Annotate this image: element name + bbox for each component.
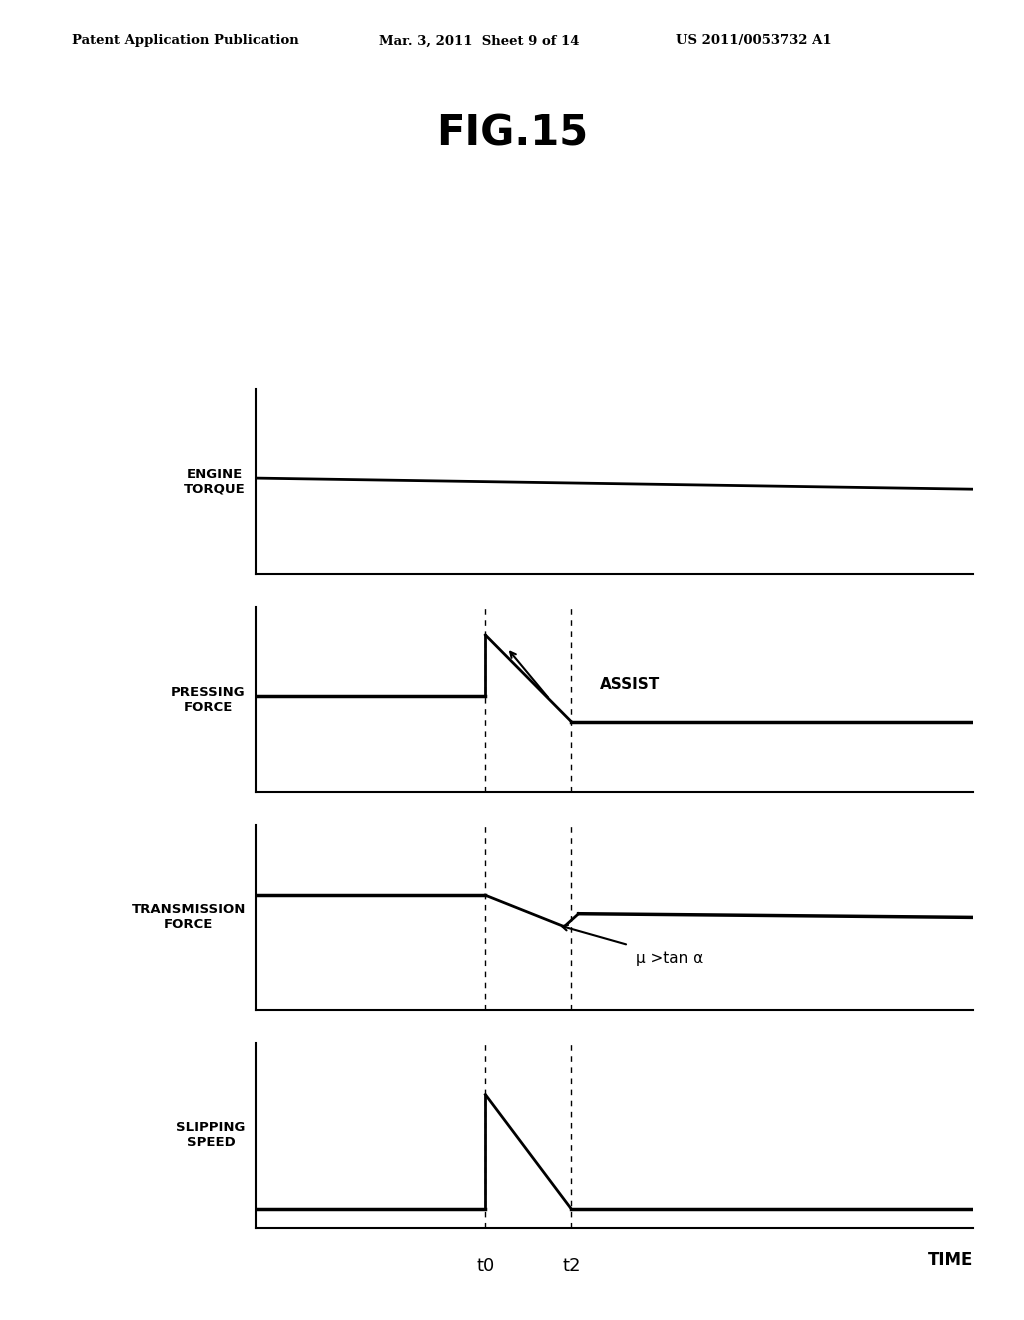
Text: TRANSMISSION
FORCE: TRANSMISSION FORCE xyxy=(131,903,246,932)
Text: SLIPPING
SPEED: SLIPPING SPEED xyxy=(176,1121,246,1150)
Text: US 2011/0053732 A1: US 2011/0053732 A1 xyxy=(676,34,831,48)
Text: ENGINE
TORQUE: ENGINE TORQUE xyxy=(184,467,246,496)
Text: t2: t2 xyxy=(562,1257,581,1275)
Text: Mar. 3, 2011  Sheet 9 of 14: Mar. 3, 2011 Sheet 9 of 14 xyxy=(379,34,580,48)
Text: PRESSING
FORCE: PRESSING FORCE xyxy=(171,685,246,714)
Text: ASSIST: ASSIST xyxy=(600,677,660,692)
Text: TIME: TIME xyxy=(928,1251,973,1270)
Text: FIG.15: FIG.15 xyxy=(436,112,588,154)
Text: t0: t0 xyxy=(476,1257,495,1275)
Text: μ >tan α: μ >tan α xyxy=(636,950,703,966)
Text: Patent Application Publication: Patent Application Publication xyxy=(72,34,298,48)
